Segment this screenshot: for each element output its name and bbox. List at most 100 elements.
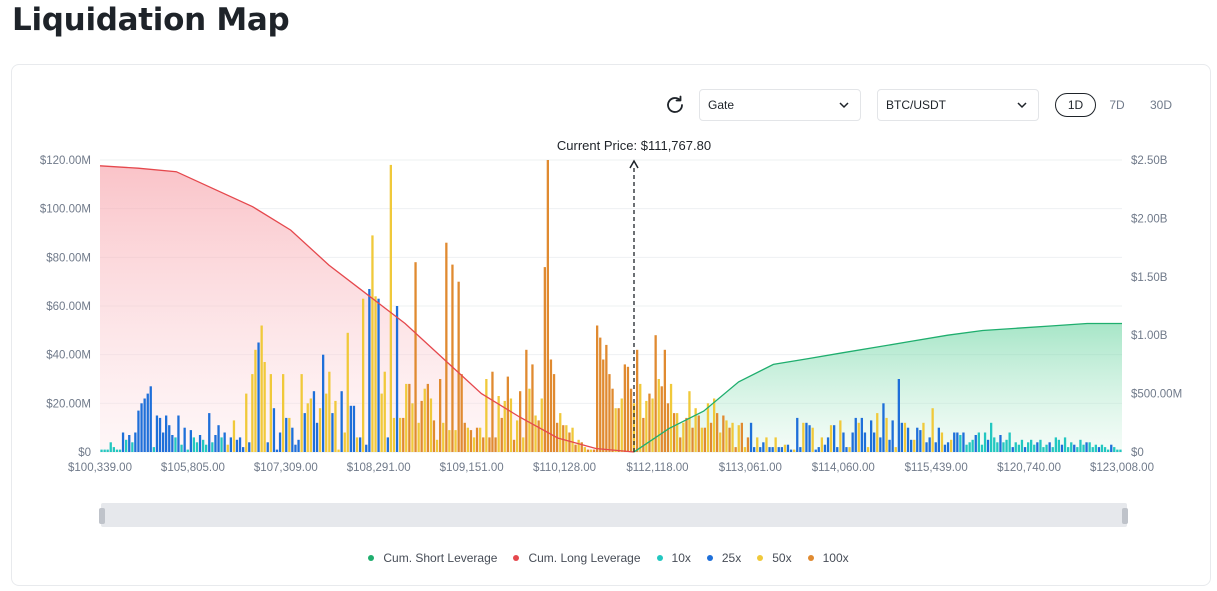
liquidation-bar[interactable]: [448, 430, 451, 452]
liquidation-bar[interactable]: [728, 427, 731, 452]
liquidation-bar[interactable]: [777, 447, 780, 452]
zoom-slider-right-handle[interactable]: [1122, 508, 1128, 524]
liquidation-bar[interactable]: [1002, 442, 1005, 452]
liquidation-bar[interactable]: [937, 427, 940, 452]
liquidation-bar[interactable]: [248, 442, 251, 452]
liquidation-bar[interactable]: [866, 447, 870, 452]
liquidation-bar[interactable]: [439, 379, 442, 452]
liquidation-bar[interactable]: [1045, 444, 1048, 452]
liquidation-bar[interactable]: [380, 393, 383, 452]
liquidation-bar[interactable]: [205, 444, 208, 452]
liquidation-bar[interactable]: [962, 432, 965, 453]
liquidation-bar[interactable]: [583, 447, 586, 452]
liquidation-bar[interactable]: [115, 449, 119, 452]
liquidation-bar[interactable]: [845, 447, 848, 452]
liquidation-bar[interactable]: [192, 437, 195, 452]
liquidation-bar[interactable]: [673, 413, 676, 452]
liquidation-bar[interactable]: [519, 391, 522, 452]
liquidation-bar[interactable]: [1017, 444, 1020, 452]
liquidation-bar[interactable]: [214, 435, 217, 452]
liquidation-bar[interactable]: [793, 449, 796, 452]
liquidation-bar[interactable]: [697, 415, 700, 453]
liquidation-bar[interactable]: [897, 379, 900, 452]
liquidation-bar[interactable]: [423, 388, 426, 452]
liquidation-bar[interactable]: [1063, 437, 1067, 452]
liquidation-bar[interactable]: [223, 432, 226, 453]
liquidation-bar[interactable]: [1014, 442, 1017, 452]
liquidation-bar[interactable]: [876, 413, 879, 452]
liquidation-bar[interactable]: [125, 439, 128, 452]
liquidation-bar[interactable]: [1100, 444, 1104, 452]
liquidation-bar[interactable]: [694, 408, 697, 452]
liquidation-bar[interactable]: [146, 393, 149, 452]
liquidation-bar[interactable]: [451, 264, 454, 452]
liquidation-bar[interactable]: [103, 449, 106, 452]
liquidation-bar[interactable]: [617, 408, 620, 452]
liquidation-bar[interactable]: [272, 408, 276, 452]
liquidation-bar[interactable]: [1005, 439, 1008, 452]
liquidation-bar[interactable]: [500, 417, 503, 452]
liquidation-bar[interactable]: [454, 430, 457, 452]
liquidation-bar[interactable]: [796, 417, 799, 452]
liquidation-bar[interactable]: [965, 444, 968, 452]
liquidation-bar[interactable]: [546, 160, 549, 452]
liquidation-bar[interactable]: [202, 439, 205, 452]
liquidation-bar[interactable]: [986, 439, 990, 452]
liquidation-bar[interactable]: [491, 371, 494, 452]
liquidation-bar[interactable]: [275, 449, 279, 452]
liquidation-bar[interactable]: [620, 398, 623, 453]
liquidation-bar[interactable]: [749, 422, 753, 452]
legend-item-short[interactable]: Cum. Short Leverage: [368, 551, 497, 565]
liquidation-bar[interactable]: [118, 449, 122, 452]
legend-item-50x[interactable]: 50x: [757, 551, 792, 565]
liquidation-bar[interactable]: [931, 408, 934, 452]
liquidation-bar[interactable]: [940, 432, 944, 453]
liquidation-bar[interactable]: [1067, 447, 1070, 452]
liquidation-bar[interactable]: [814, 449, 817, 452]
liquidation-bar[interactable]: [217, 425, 220, 452]
liquidation-bar[interactable]: [611, 388, 614, 452]
liquidation-bar[interactable]: [854, 417, 857, 452]
liquidation-bar[interactable]: [383, 371, 386, 452]
liquidation-bar[interactable]: [836, 447, 839, 452]
liquidation-bar[interactable]: [703, 427, 706, 452]
liquidation-bar[interactable]: [977, 432, 980, 453]
liquidation-bar[interactable]: [152, 447, 155, 452]
tab-1d[interactable]: 1D: [1055, 93, 1096, 117]
liquidation-bar[interactable]: [359, 437, 362, 452]
liquidation-bar[interactable]: [913, 439, 916, 452]
liquidation-bar[interactable]: [716, 413, 719, 452]
liquidation-bar[interactable]: [232, 420, 236, 452]
liquidation-bar[interactable]: [235, 439, 239, 452]
liquidation-bar[interactable]: [580, 442, 583, 452]
liquidation-bar[interactable]: [399, 417, 402, 452]
liquidation-bar[interactable]: [552, 374, 556, 452]
liquidation-bar[interactable]: [1082, 444, 1085, 452]
liquidation-bar[interactable]: [426, 383, 429, 452]
liquidation-bar[interactable]: [131, 442, 134, 452]
liquidation-bar[interactable]: [743, 447, 747, 452]
liquidation-bar[interactable]: [768, 447, 771, 452]
liquidation-bar[interactable]: [808, 425, 811, 452]
liquidation-bar[interactable]: [740, 422, 743, 452]
liquidation-bar[interactable]: [288, 417, 291, 452]
liquidation-bar[interactable]: [1030, 439, 1033, 452]
liquidation-bar[interactable]: [571, 427, 574, 452]
liquidation-bar[interactable]: [285, 417, 288, 452]
liquidation-bar[interactable]: [512, 439, 516, 452]
liquidation-bar[interactable]: [596, 325, 599, 453]
liquidation-bar[interactable]: [599, 337, 602, 452]
liquidation-bar[interactable]: [503, 400, 506, 452]
liquidation-bar[interactable]: [488, 437, 491, 452]
liquidation-bar[interactable]: [528, 388, 531, 452]
liquidation-bar[interactable]: [857, 422, 860, 452]
liquidation-bar[interactable]: [559, 413, 562, 452]
liquidation-bar[interactable]: [306, 403, 309, 452]
liquidation-bar[interactable]: [294, 444, 297, 452]
liquidation-bar[interactable]: [143, 398, 146, 453]
liquidation-bar[interactable]: [509, 398, 513, 453]
liquidation-bar[interactable]: [783, 444, 787, 452]
liquidation-bar[interactable]: [186, 449, 189, 452]
liquidation-bar[interactable]: [605, 344, 608, 452]
liquidation-bar[interactable]: [999, 435, 1002, 452]
